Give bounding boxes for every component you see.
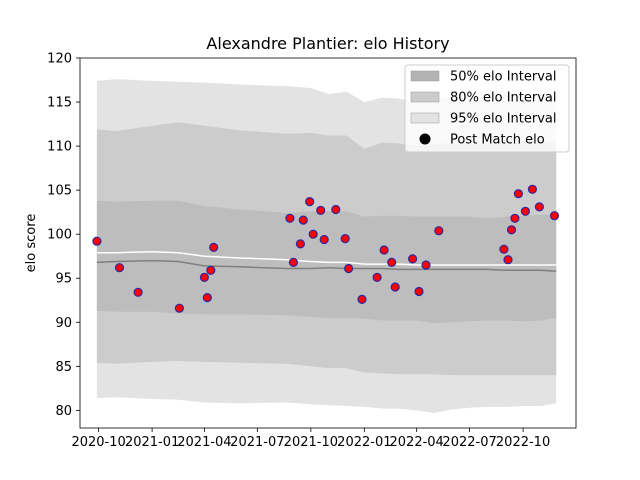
data-point-33 bbox=[513, 189, 524, 199]
data-point-15 bbox=[316, 205, 326, 215]
data-point-8 bbox=[209, 242, 219, 252]
data-point-21 bbox=[372, 272, 382, 282]
data-point-3 bbox=[133, 287, 143, 297]
data-point-17 bbox=[331, 204, 341, 215]
legend-swatch bbox=[410, 112, 440, 124]
data-point-13 bbox=[305, 197, 315, 207]
x-tick-label: 2022-07 bbox=[442, 435, 496, 450]
data-point-35 bbox=[527, 184, 538, 194]
x-tick-label: 2022-01 bbox=[337, 435, 391, 450]
data-point-31 bbox=[506, 225, 517, 235]
data-point-9 bbox=[285, 213, 295, 223]
post-match-points bbox=[92, 184, 560, 313]
data-point-20 bbox=[357, 294, 367, 304]
data-point-6 bbox=[202, 293, 212, 303]
data-point-24 bbox=[390, 282, 400, 292]
data-point-36 bbox=[534, 202, 545, 212]
axes-frame bbox=[79, 57, 577, 429]
data-point-10 bbox=[288, 257, 298, 267]
median-line bbox=[96, 259, 557, 272]
data-point-4 bbox=[174, 303, 184, 313]
data-point-1 bbox=[92, 236, 102, 246]
data-point-16 bbox=[319, 234, 329, 245]
legend-frame bbox=[404, 64, 570, 153]
data-point-2 bbox=[114, 263, 125, 273]
y-axis-ticks: 80 85 90 95 100 105 110 115 120 bbox=[47, 52, 80, 419]
x-tick-label: 2021-04 bbox=[177, 435, 231, 450]
data-point-23 bbox=[387, 257, 397, 267]
data-point-7 bbox=[206, 265, 216, 275]
data-point-22 bbox=[379, 245, 389, 255]
chart-title: Alexandre Plantier: elo History bbox=[206, 34, 449, 53]
data-point-28 bbox=[434, 226, 444, 236]
y-tick-label: 95 bbox=[55, 272, 72, 287]
data-point-32 bbox=[510, 213, 520, 223]
x-tick-label: 2020-10 bbox=[71, 435, 125, 450]
data-point-25 bbox=[408, 254, 418, 264]
legend-swatch bbox=[410, 70, 440, 82]
x-tick-label: 2021-10 bbox=[284, 435, 338, 450]
data-point-29 bbox=[499, 244, 509, 254]
y-tick-label: 100 bbox=[47, 228, 72, 243]
x-tick-label: 2021-01 bbox=[125, 435, 179, 450]
y-tick-label: 105 bbox=[47, 184, 72, 199]
legend-label: 50% elo Interval bbox=[450, 70, 557, 85]
plot-area bbox=[92, 79, 560, 413]
y-tick-label: 80 bbox=[55, 404, 72, 419]
x-tick-label: 2022-04 bbox=[390, 435, 444, 450]
data-point-18 bbox=[340, 234, 350, 244]
y-tick-label: 90 bbox=[55, 316, 72, 331]
y-tick-label: 115 bbox=[47, 96, 72, 111]
legend-label: 80% elo Interval bbox=[450, 91, 557, 106]
y-axis-label: elo score bbox=[24, 214, 39, 273]
mean-line bbox=[96, 251, 557, 266]
y-tick-label: 120 bbox=[47, 52, 72, 67]
data-point-5 bbox=[199, 272, 209, 282]
data-point-27 bbox=[421, 260, 431, 270]
x-tick-label: 2022-10 bbox=[496, 435, 550, 450]
legend-label: Post Match elo bbox=[450, 133, 545, 148]
data-point-26 bbox=[414, 286, 424, 297]
data-point-37 bbox=[549, 211, 560, 221]
y-tick-label: 85 bbox=[55, 360, 72, 375]
legend-swatch bbox=[410, 91, 440, 103]
data-point-34 bbox=[520, 206, 531, 216]
data-point-14 bbox=[308, 229, 318, 239]
data-point-12 bbox=[298, 215, 308, 225]
data-point-11 bbox=[295, 239, 305, 249]
legend-marker bbox=[419, 133, 431, 145]
x-tick-label: 2021-07 bbox=[230, 435, 284, 450]
y-tick-label: 110 bbox=[47, 140, 72, 155]
legend: 50% elo Interval 80% elo Interval 95% elo … bbox=[404, 64, 570, 153]
data-point-30 bbox=[503, 255, 513, 265]
legend-label: 95% elo Interval bbox=[450, 112, 557, 127]
data-point-19 bbox=[344, 263, 354, 274]
